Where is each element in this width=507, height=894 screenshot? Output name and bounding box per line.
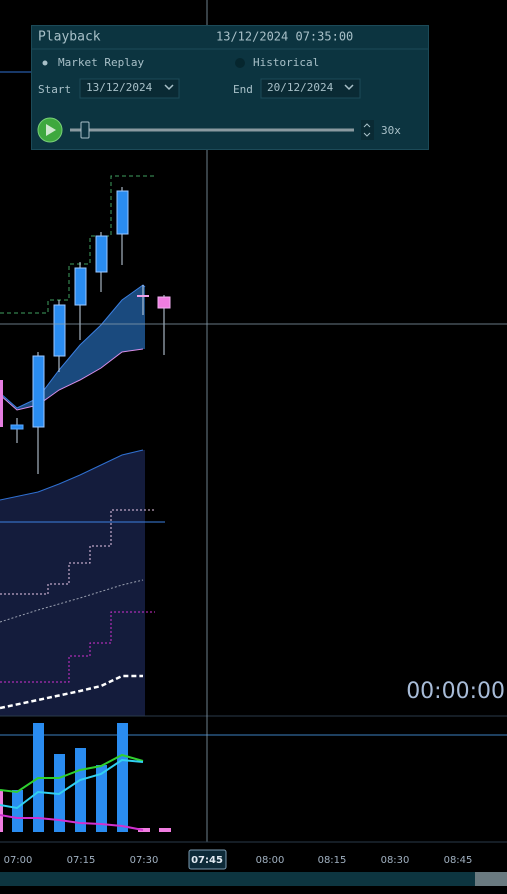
candle (0, 380, 3, 427)
volume-bar (12, 790, 23, 832)
step-line (0, 509, 155, 595)
volume-bar (96, 765, 107, 832)
candle (32, 355, 45, 428)
volume-bar (0, 790, 3, 832)
volume-line (0, 814, 144, 831)
start-date[interactable]: 13/12/2024 (86, 81, 153, 94)
radio[interactable] (235, 58, 245, 68)
current-datetime: 13/12/2024 07:35:00 (216, 30, 353, 44)
candle (53, 304, 66, 357)
time-label: 07:30 (130, 855, 159, 866)
radio-selected[interactable] (42, 60, 48, 66)
start-dropdown[interactable] (79, 78, 180, 99)
candle (116, 190, 129, 235)
volume-bar (75, 748, 86, 832)
end-dropdown[interactable] (260, 78, 361, 99)
crosshair-time-box (188, 849, 227, 870)
speed-spinner[interactable] (361, 120, 374, 140)
time-label: 08:00 (256, 855, 285, 866)
crosshair-time: 07:45 (191, 855, 223, 866)
candle (10, 424, 24, 430)
end-label: End (233, 83, 253, 96)
candles (0, 187, 171, 474)
scrollbar-thumb[interactable] (475, 872, 507, 886)
mode-option[interactable]: Historical (253, 56, 319, 69)
volume-line (0, 758, 144, 810)
time-label: 08:15 (318, 855, 347, 866)
speed: 30x (381, 124, 401, 137)
time-label: 08:30 (381, 855, 410, 866)
volume-bar (117, 723, 128, 832)
timer: 00:00:00 (406, 679, 505, 704)
time-label: 08:45 (444, 855, 473, 866)
spin-down[interactable] (363, 132, 371, 137)
volume-bar (159, 828, 171, 832)
end-date[interactable]: 20/12/2024 (267, 81, 334, 94)
step-line (0, 611, 155, 683)
candle (157, 296, 171, 309)
start-label: Start (38, 83, 71, 96)
chevron (344, 84, 354, 91)
volume-line (0, 753, 144, 794)
indicator-line (0, 674, 143, 710)
candle (74, 267, 87, 306)
panel-title: Playback (38, 30, 101, 45)
slider-thumb[interactable] (80, 121, 90, 139)
band-bottom (0, 348, 144, 411)
candle (95, 235, 108, 273)
indicator-area (0, 450, 145, 716)
time-label: 07:15 (67, 855, 96, 866)
chevron (164, 84, 174, 91)
band-top (0, 284, 146, 409)
play-icon (46, 124, 56, 136)
spin-up[interactable] (363, 123, 371, 128)
mode-option[interactable]: Market Replay (58, 56, 144, 69)
scrollbar[interactable] (0, 872, 507, 886)
indicator-line (0, 449, 144, 501)
time-label: 07:00 (4, 855, 33, 866)
volume-bar (138, 828, 150, 832)
candle (137, 295, 149, 297)
